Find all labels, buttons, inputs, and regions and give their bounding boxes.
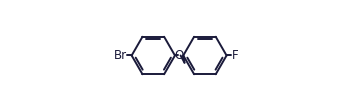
Text: Br: Br [114,49,127,62]
Text: F: F [231,49,238,62]
Text: O: O [174,49,184,62]
